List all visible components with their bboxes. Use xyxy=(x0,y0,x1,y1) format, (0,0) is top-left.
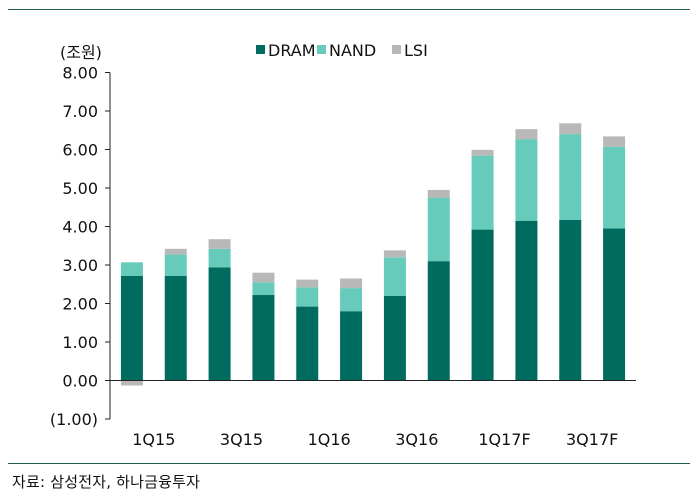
bar-nand-4q17f xyxy=(603,146,626,229)
bar-nand-4q15 xyxy=(252,282,275,296)
legend-swatch-lsi xyxy=(392,45,401,54)
bar-dram-1q17f xyxy=(471,229,494,381)
bar-lsi-1q16 xyxy=(296,279,319,288)
bar-dram-1q16 xyxy=(296,306,319,381)
top-rule xyxy=(8,9,690,10)
bar-lsi-2q15 xyxy=(164,248,187,255)
y-tick-label: 8.00 xyxy=(62,64,98,83)
bar-lsi-2q17f xyxy=(515,129,538,140)
bar-dram-4q16 xyxy=(427,261,450,381)
bar-lsi-3q17f xyxy=(559,123,582,135)
bar-lsi-1q17f xyxy=(471,149,494,156)
x-tick-label: 1Q16 xyxy=(308,430,351,449)
bar-dram-3q17f xyxy=(559,219,582,381)
bar-nand-1q15 xyxy=(120,262,143,276)
legend-swatch-dram xyxy=(256,45,265,54)
bar-dram-4q17f xyxy=(603,228,626,381)
y-tick-label: 0.00 xyxy=(62,372,98,391)
x-tick-label: 1Q15 xyxy=(132,430,175,449)
bar-nand-1q16 xyxy=(296,287,319,307)
legend-swatch-nand xyxy=(317,45,326,54)
y-tick-label: 4.00 xyxy=(62,218,98,237)
bar-lsi-2q16 xyxy=(340,278,363,289)
y-tick-label: 3.00 xyxy=(62,256,98,275)
source-note: 자료: 삼성전자, 하나금융투자 xyxy=(12,473,201,491)
bar-lsi-4q17f xyxy=(603,136,626,147)
y-tick-label: 5.00 xyxy=(62,179,98,198)
bar-lsi-3q15 xyxy=(208,239,231,249)
bar-nand-2q16 xyxy=(340,288,363,312)
y-tick-label: 6.00 xyxy=(62,141,98,160)
bar-lsi-3q16 xyxy=(383,250,406,258)
bottom-rule xyxy=(8,463,690,464)
legend-label-nand: NAND xyxy=(329,41,376,60)
bar-lsi-1q15 xyxy=(120,380,143,386)
legend-label-lsi: LSI xyxy=(404,41,428,60)
bar-lsi-4q16 xyxy=(427,189,450,198)
y-tick-label: 7.00 xyxy=(62,102,98,121)
bar-dram-3q15 xyxy=(208,267,231,381)
bar-lsi-4q15 xyxy=(252,272,275,283)
bar-dram-2q16 xyxy=(340,311,363,381)
bar-nand-3q17f xyxy=(559,134,582,220)
y-tick-label: (1.00) xyxy=(50,410,98,429)
x-tick-label: 1Q17F xyxy=(478,430,530,449)
bar-nand-4q16 xyxy=(427,197,450,262)
bar-nand-3q16 xyxy=(383,257,406,296)
bar-dram-3q16 xyxy=(383,295,406,381)
bar-dram-4q15 xyxy=(252,295,275,381)
y-tick-label: 1.00 xyxy=(62,333,98,352)
bar-dram-2q15 xyxy=(164,275,187,381)
bar-nand-3q15 xyxy=(208,248,231,268)
bar-dram-1q15 xyxy=(120,275,143,381)
bar-nand-1q17f xyxy=(471,155,494,230)
x-tick-label: 3Q16 xyxy=(395,430,438,449)
y-axis-label: (조원) xyxy=(60,43,102,62)
legend-label-dram: DRAM xyxy=(268,41,316,60)
bar-nand-2q17f xyxy=(515,139,538,221)
x-tick-label: 3Q15 xyxy=(220,430,263,449)
bar-nand-2q15 xyxy=(164,254,187,276)
y-tick-label: 2.00 xyxy=(62,295,98,314)
stacked-bar-chart: 8.00 7.00 6.00 5.00 4.00 3.00 2.00 1.00 0.00 (1.0… xyxy=(50,41,636,449)
x-tick-label: 3Q17F xyxy=(566,430,618,449)
bar-dram-2q17f xyxy=(515,220,538,381)
